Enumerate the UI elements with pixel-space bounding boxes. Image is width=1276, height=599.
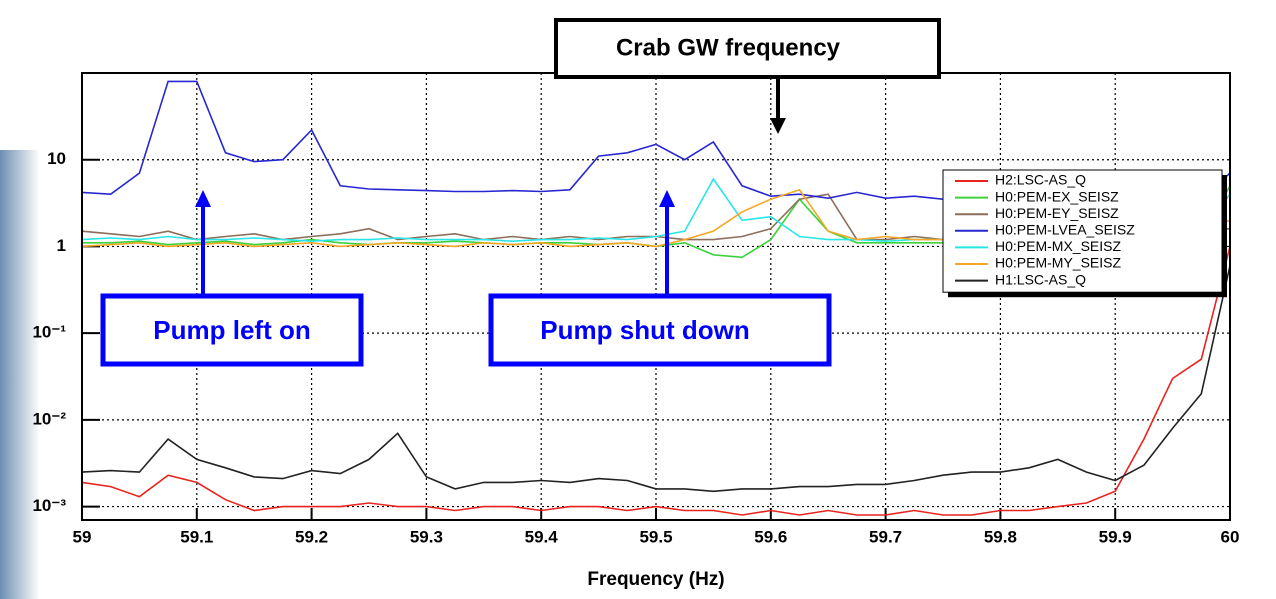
y-tick-label: 1 [57,236,66,255]
x-tick-label: 59.3 [410,527,443,546]
legend-label: H0:PEM-MY_SEISZ [995,255,1121,271]
legend-box [942,169,1223,293]
annotation-box [554,18,941,79]
arrow-head [770,118,786,134]
background-photo [0,150,40,599]
x-tick-label: 59.8 [984,527,1017,546]
series-line [81,265,1231,493]
x-axis-label: Frequency (Hz) [587,569,724,590]
legend-label: H2:LSC-AS_Q [995,172,1086,188]
x-tick-label: 59.1 [180,527,213,546]
x-tick-label: 60 [1221,527,1240,546]
series-line [81,246,1231,516]
x-tick-label: 59.4 [525,527,559,546]
annotation-box [100,293,364,367]
legend: H2:LSC-AS_QH0:PEM-EX_SEISZH0:PEM-EY_SEIS… [942,169,1227,298]
arrow-head [659,190,675,207]
y-tick-label: 10 [47,149,66,168]
x-tick-label: 59.2 [295,527,328,546]
x-tick-label: 59 [73,527,92,546]
annotation-text: Pump left on [153,315,310,345]
y-tick-label: 10⁻² [32,409,66,428]
y-tick-label: 10⁻¹ [32,323,66,342]
arrow-head [195,190,211,207]
legend-label: H0:PEM-MX_SEISZ [995,238,1121,254]
annotation-text: Crab GW frequency [616,34,841,61]
annotation-crab: Crab GW frequency [554,18,941,134]
legend-label: H1:LSC-AS_Q [995,271,1086,287]
x-tick-label: 59.6 [754,527,787,546]
x-tick-label: 59.7 [869,527,902,546]
legend-label: H0:PEM-EX_SEISZ [995,188,1119,204]
legend-label: H0:PEM-LVEA_SEISZ [995,222,1135,238]
y-tick-label: 10⁻³ [32,496,66,515]
annotation-pump-left: Pump left on [100,190,364,367]
x-tick-label: 59.5 [639,527,672,546]
annotation-text: Pump shut down [540,315,749,345]
annotation-box [488,293,832,367]
annotation-pump-shut: Pump shut down [488,190,832,367]
x-tick-label: 59.9 [1099,527,1132,546]
legend-label: H0:PEM-EY_SEISZ [995,205,1119,221]
